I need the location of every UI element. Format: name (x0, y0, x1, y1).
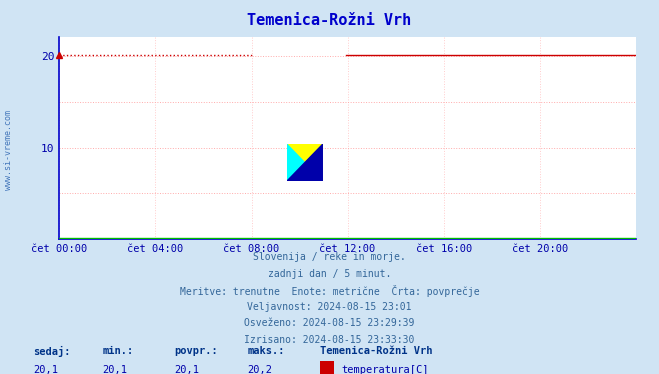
Text: 20,1: 20,1 (33, 365, 58, 374)
Text: maks.:: maks.: (247, 346, 285, 356)
Text: Temenica-Rožni Vrh: Temenica-Rožni Vrh (247, 13, 412, 28)
Text: temperatura[C]: temperatura[C] (341, 365, 429, 374)
Polygon shape (287, 144, 323, 181)
Text: 20,1: 20,1 (102, 365, 127, 374)
Text: 20,1: 20,1 (175, 365, 200, 374)
Text: Meritve: trenutne  Enote: metrične  Črta: povprečje: Meritve: trenutne Enote: metrične Črta: … (180, 285, 479, 297)
Text: 20,2: 20,2 (247, 365, 272, 374)
Text: zadnji dan / 5 minut.: zadnji dan / 5 minut. (268, 269, 391, 279)
Text: www.si-vreme.com: www.si-vreme.com (4, 110, 13, 190)
Text: Osveženo: 2024-08-15 23:29:39: Osveženo: 2024-08-15 23:29:39 (244, 318, 415, 328)
Text: Slovenija / reke in morje.: Slovenija / reke in morje. (253, 252, 406, 263)
Text: sedaj:: sedaj: (33, 346, 71, 357)
Text: povpr.:: povpr.: (175, 346, 218, 356)
Polygon shape (287, 144, 323, 181)
Text: Veljavnost: 2024-08-15 23:01: Veljavnost: 2024-08-15 23:01 (247, 302, 412, 312)
Text: min.:: min.: (102, 346, 133, 356)
Text: Izrisano: 2024-08-15 23:33:30: Izrisano: 2024-08-15 23:33:30 (244, 335, 415, 345)
Text: Temenica-Rožni Vrh: Temenica-Rožni Vrh (320, 346, 432, 356)
